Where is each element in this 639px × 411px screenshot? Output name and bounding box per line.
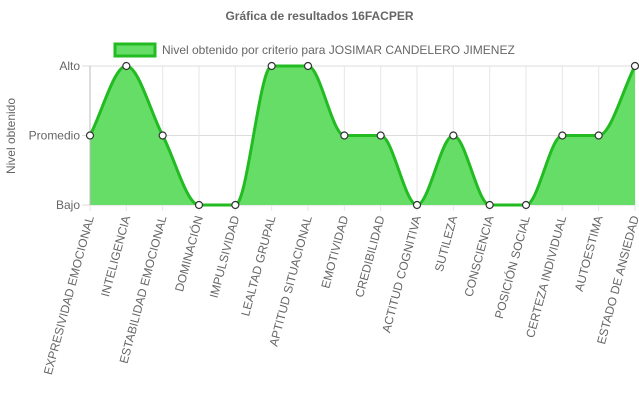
data-point[interactable] xyxy=(412,200,422,210)
x-tick-label: IMPULSIVIDAD xyxy=(207,214,243,300)
y-tick-label: Promedio xyxy=(29,129,81,143)
x-axis-ticks: EXPRESIVIDAD EMOCIONAL INTELIGENCIAESTABI… xyxy=(41,214,639,377)
x-tick-label: LEALTAD GRUPAL xyxy=(238,214,278,318)
y-axis-title: Nivel obtenido xyxy=(4,98,18,174)
legend-swatch xyxy=(113,42,157,58)
data-point[interactable] xyxy=(194,200,204,210)
data-point[interactable] xyxy=(521,200,531,210)
x-tick-label: INTELIGENCIA xyxy=(98,214,133,298)
legend-label: Nivel obtenido por criterio para JOSIMAR… xyxy=(162,43,515,57)
data-point[interactable] xyxy=(85,131,95,140)
y-axis-ticks: Bajo Promedio Alto xyxy=(29,59,81,212)
x-tick-label: AUTOESTIMA xyxy=(572,214,606,293)
data-point[interactable] xyxy=(267,61,276,71)
data-point[interactable] xyxy=(558,131,567,140)
data-point[interactable] xyxy=(630,61,639,71)
data-point[interactable] xyxy=(231,200,240,210)
x-tick-label: SUTILEZA xyxy=(432,214,460,273)
x-tick-label: CREDIBILIDAD xyxy=(352,214,387,299)
data-point[interactable] xyxy=(449,131,458,140)
x-tick-label: EMOTIVIDAD xyxy=(318,214,351,290)
data-point[interactable] xyxy=(485,200,494,210)
chart-title: Gráfica de resultados 16FACPER xyxy=(225,9,413,23)
series-line xyxy=(88,64,637,207)
data-point[interactable] xyxy=(340,131,349,140)
data-point[interactable] xyxy=(122,61,131,71)
x-tick-label: ACTITUD COGNITIVA xyxy=(379,214,424,334)
data-point[interactable] xyxy=(303,61,313,71)
x-tick-label: EXPRESIVIDAD EMOCIONAL xyxy=(41,214,97,376)
y-tick-label: Alto xyxy=(59,59,80,73)
data-point[interactable] xyxy=(594,131,603,140)
data-point[interactable] xyxy=(376,131,385,140)
series-points xyxy=(85,61,639,210)
x-tick-label: DOMINACIÓN xyxy=(171,214,206,293)
x-tick-label: POSICIÓN SOCIAL xyxy=(491,214,533,321)
x-tick-label: CERTEZA INDIVIDUAL xyxy=(523,214,569,339)
data-point[interactable] xyxy=(158,131,167,140)
y-tick-label: Bajo xyxy=(56,198,80,212)
chart-legend[interactable]: Nivel obtenido por criterio para JOSIMAR… xyxy=(113,42,515,58)
x-tick-label: CONSCIENCIA xyxy=(461,214,496,298)
